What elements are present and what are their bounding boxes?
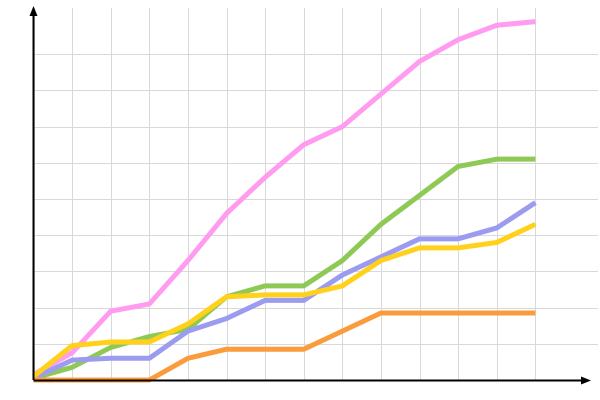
vertical-gridlines (34, 8, 536, 380)
series-line-series-yellow (31, 222, 537, 379)
series-line-series-purple (32, 200, 537, 381)
x-axis-arrow (581, 376, 591, 385)
y-axis-arrow (29, 6, 38, 16)
chart-axes (29, 6, 591, 385)
horizontal-gridlines (33, 54, 598, 345)
series-lines (31, 19, 537, 383)
series-line-series-green (32, 156, 536, 381)
series-line-series-pink (32, 19, 536, 377)
